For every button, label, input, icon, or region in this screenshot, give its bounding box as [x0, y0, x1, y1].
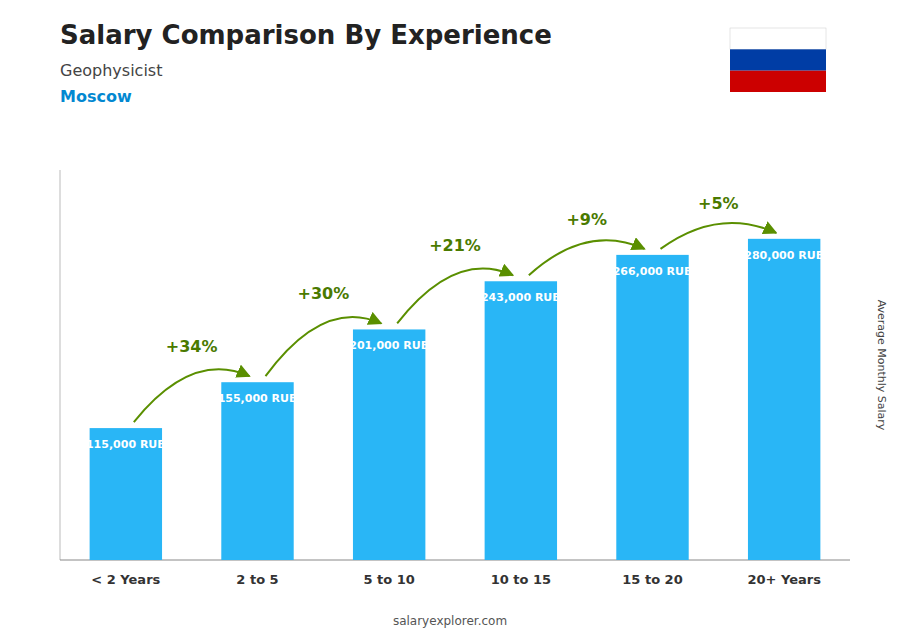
change-label: +21%	[429, 236, 481, 255]
chart: Salary Comparison By Experience Geophysic…	[0, 0, 900, 641]
change-arrow	[661, 223, 777, 249]
category-label: 10 to 15	[491, 572, 551, 587]
category-label: 2 to 5	[236, 572, 278, 587]
value-label: 201,000 RUB	[349, 339, 429, 352]
flag	[730, 28, 826, 92]
change-label: +30%	[297, 284, 349, 303]
bar	[221, 382, 293, 560]
title: Salary Comparison By Experience	[60, 20, 552, 50]
y-axis-line	[60, 170, 61, 560]
value-label: 155,000 RUB	[218, 392, 298, 405]
category-label: 20+ Years	[747, 572, 821, 587]
value-label: 115,000 RUB	[86, 438, 166, 451]
flag-stripe	[730, 28, 826, 49]
flag-stripe	[730, 71, 826, 92]
bar	[616, 255, 688, 560]
change-label: +9%	[566, 210, 607, 229]
flag-stripe	[730, 49, 826, 70]
value-label: 266,000 RUB	[613, 265, 693, 278]
bar	[748, 239, 820, 560]
bar	[485, 281, 557, 560]
change-arrow	[397, 269, 513, 324]
bars	[90, 239, 821, 560]
y-axis-label: Average Monthly Salary	[875, 300, 888, 431]
subtitle: Moscow	[60, 87, 132, 106]
change-arrow	[529, 240, 645, 275]
source: salaryexplorer.com	[393, 614, 507, 628]
x-axis-line	[60, 560, 850, 561]
subtitle: Geophysicist	[60, 61, 162, 80]
bar	[353, 329, 425, 560]
change-label: +5%	[698, 194, 739, 213]
change-arrow	[266, 317, 382, 376]
change-label: +34%	[166, 337, 218, 356]
category-label: < 2 Years	[91, 572, 160, 587]
category-label: 15 to 20	[622, 572, 682, 587]
change-arrow	[134, 369, 250, 422]
chart-container: Salary Comparison By Experience Geophysic…	[0, 0, 900, 641]
value-label: 280,000 RUB	[744, 249, 824, 262]
category-label: 5 to 10	[363, 572, 414, 587]
value-label: 243,000 RUB	[481, 291, 561, 304]
